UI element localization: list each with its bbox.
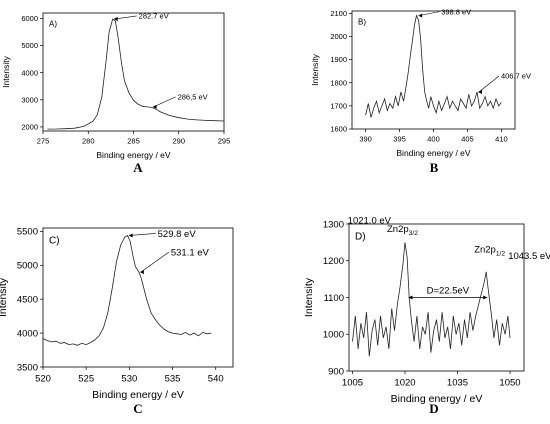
panel-label: B): [358, 18, 366, 27]
y-tick-label: 5000: [21, 41, 38, 50]
separation-label: D=22.5eV: [427, 286, 470, 297]
panel-caption: C: [133, 401, 142, 416]
y-axis-label: Intensity: [310, 53, 320, 85]
x-tick-label: 285: [127, 137, 140, 146]
y-tick-label: 1100: [324, 293, 344, 304]
x-tick-label: 540: [208, 374, 224, 385]
y-tick-label: 1000: [323, 330, 344, 341]
chart-panel-4: 1005 1020 1035 1050 900 1000 1100 1200 1300 Bindi…: [303, 216, 550, 416]
panel-label: A): [49, 20, 57, 29]
y-tick-label: 1700: [330, 101, 347, 110]
arrowhead: [128, 233, 133, 238]
y-tick-label: 5000: [17, 261, 38, 272]
spectrum-line: [42, 234, 212, 346]
x-tick-label: 525: [78, 374, 94, 385]
annotation-arrow: [153, 96, 176, 108]
plot-frame: [42, 12, 225, 132]
annotation-label: 1043.5 eV: [508, 251, 550, 262]
x-axis-label: Binding energy / eV: [391, 393, 483, 405]
y-tick-label: 900: [328, 366, 344, 377]
y-tick-label: 1300: [323, 219, 344, 230]
chart-panel-2: 390 395 400 405 410 1600 1700 1800 1900 2000 2100 B…: [310, 7, 531, 175]
peak-label: Zn2p1/2: [474, 245, 505, 258]
x-tick-label: 275: [37, 137, 50, 146]
plot-frame: [42, 227, 234, 368]
annotation-arrow: [129, 233, 156, 236]
y-tick-label: 4000: [17, 328, 38, 339]
x-tick-label: 290: [172, 137, 185, 146]
annotation-arrow: [140, 251, 170, 273]
x-tick-label: 280: [82, 137, 95, 146]
y-axis-label: Intensity: [1, 55, 11, 87]
x-tick-label: 395: [393, 135, 406, 144]
annotation-label: 282.7 eV: [139, 12, 169, 21]
x-tick-label: 1020: [394, 378, 415, 389]
panel-caption: A: [133, 160, 143, 175]
panel-label: C): [49, 236, 60, 247]
y-tick-label: 4500: [17, 295, 38, 306]
y-tick-label: 1800: [330, 78, 347, 87]
x-tick-label: 295: [218, 137, 231, 146]
y-tick-label: 2000: [330, 32, 347, 41]
x-tick-label: 535: [165, 374, 181, 385]
spectrum-line: [352, 242, 511, 357]
y-tick-label: 1200: [323, 256, 344, 267]
x-tick-label: 530: [121, 374, 137, 385]
annotation-label: 529.8 eV: [158, 229, 197, 240]
x-tick-label: 1050: [499, 378, 520, 389]
y-tick-label: 2100: [330, 9, 347, 18]
y-tick-label: 6000: [21, 14, 38, 23]
arrowhead: [139, 270, 144, 275]
x-tick-label: 405: [461, 135, 474, 144]
x-tick-label: 390: [359, 135, 372, 144]
annotation-arrow: [114, 15, 137, 20]
arrowhead: [113, 16, 118, 21]
y-tick-label: 3500: [17, 362, 38, 373]
annotation-arrow: [419, 11, 440, 16]
annotation-label: 398.8 eV: [441, 7, 471, 16]
arrowhead: [418, 13, 423, 18]
chart-panel-1: 275 280 285 290 295 2000 3000 4000 5000 6000 Bindi…: [1, 12, 230, 175]
annotation-label: 1021.0 eV: [348, 216, 392, 227]
x-tick-label: 400: [427, 135, 440, 144]
y-tick-label: 1900: [330, 55, 347, 64]
peak-label: Zn2p3/2: [387, 224, 418, 237]
plot-frame: [351, 10, 516, 130]
panel-caption: D: [429, 401, 438, 416]
x-tick-label: 520: [35, 374, 51, 385]
x-tick-label: 1035: [447, 378, 468, 389]
x-axis-label: Binding energy / eV: [396, 148, 471, 158]
x-axis-label: Binding energy / eV: [92, 389, 184, 401]
panel-label: D): [355, 232, 366, 243]
y-axis-label: Intensity: [303, 277, 315, 317]
annotation-arrow: [478, 75, 500, 93]
spectrum-line: [47, 18, 225, 130]
y-tick-label: 2000: [21, 123, 38, 132]
y-axis-label: Intensity: [0, 277, 9, 317]
annotation-label: 286,5 eV: [178, 92, 208, 101]
x-axis-label: Binding energy / eV: [96, 150, 171, 160]
annotation-label: 531.1 eV: [171, 247, 210, 258]
y-tick-label: 4000: [21, 68, 38, 77]
x-tick-label: 1005: [342, 378, 363, 389]
chart-panel-3: 520 525 530 535 540 3500 4000 4500 5000 5500 Bindi…: [0, 227, 234, 416]
y-tick-label: 3000: [21, 95, 38, 104]
panel-caption: B: [430, 160, 439, 175]
spectrum-line: [365, 14, 502, 118]
y-tick-label: 1600: [330, 125, 347, 134]
x-tick-label: 410: [495, 135, 508, 144]
arrowhead: [477, 89, 482, 94]
y-tick-label: 5500: [17, 227, 38, 238]
arrowhead: [152, 104, 157, 109]
annotation-label: 406.7 eV: [501, 72, 531, 81]
